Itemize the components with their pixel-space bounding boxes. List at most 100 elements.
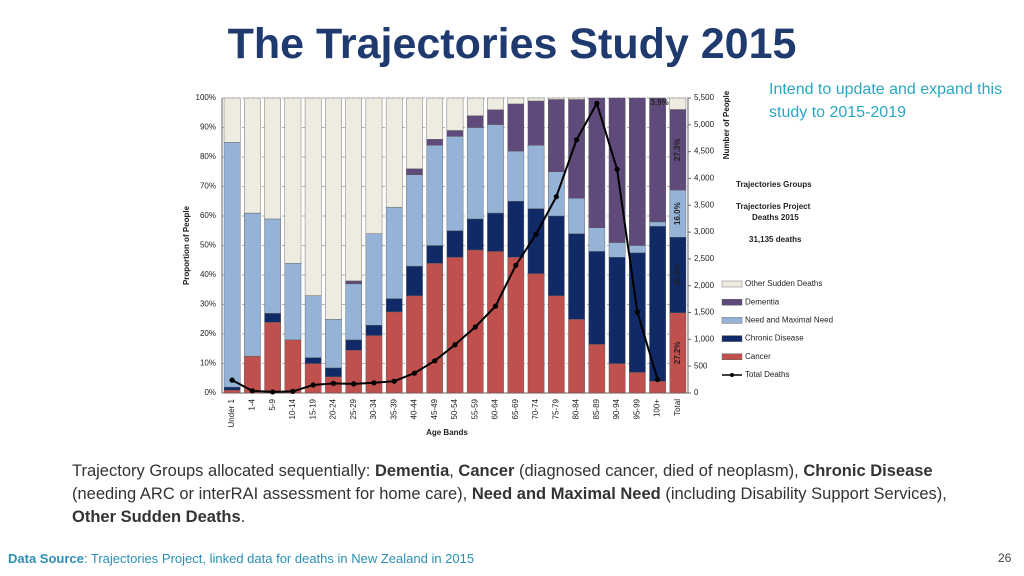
bar <box>365 324 383 336</box>
bar <box>426 139 444 146</box>
line-marker <box>371 380 377 386</box>
legend-swatch <box>721 317 743 324</box>
bar <box>365 233 383 326</box>
text-segment: Need and Maximal Need <box>471 485 661 503</box>
bar <box>223 97 241 143</box>
bar <box>264 322 281 394</box>
y-tick-label: 50% <box>200 241 216 250</box>
bar <box>345 280 363 285</box>
line-marker <box>492 303 499 309</box>
bar <box>588 227 606 252</box>
bar <box>568 198 585 234</box>
text-segment: Other Sudden Deaths <box>72 508 241 526</box>
bar <box>527 273 545 394</box>
bar <box>304 97 322 296</box>
bar <box>385 97 403 208</box>
x-tick-label: 80-84 <box>572 398 581 419</box>
bar <box>466 218 484 251</box>
y2-tick-label: 4,500 <box>694 147 715 156</box>
line-marker <box>533 231 539 237</box>
x-tick-label: 90-94 <box>612 398 621 419</box>
line-marker <box>351 381 357 387</box>
line-marker <box>229 377 235 383</box>
x-axis-label: Age Bands <box>426 428 468 437</box>
x-tick-label: 50-54 <box>450 398 459 419</box>
bar <box>466 97 484 116</box>
bar <box>244 212 261 357</box>
legend-swatch <box>730 373 734 377</box>
bar <box>608 257 626 364</box>
bar <box>345 97 363 282</box>
y-tick-label: 60% <box>200 211 216 220</box>
y2-tick-label: 2,000 <box>694 281 715 290</box>
line-marker <box>553 194 559 200</box>
legend-swatch <box>721 335 743 342</box>
bar <box>345 339 363 351</box>
legend-swatch <box>721 299 743 306</box>
line <box>231 100 659 393</box>
x-tick-label: 30-34 <box>369 398 378 419</box>
bar <box>264 313 281 323</box>
bar <box>426 144 444 246</box>
bar <box>284 97 302 264</box>
line-marker <box>290 388 296 394</box>
bar <box>507 201 525 258</box>
text-segment: Data Source <box>8 551 84 566</box>
line-marker <box>432 358 438 364</box>
legend-title: Trajectories Groups <box>736 180 812 189</box>
bar <box>385 206 403 299</box>
y2-tick-label: 4,000 <box>694 174 715 183</box>
paragraph: Trajectory Groups allocated sequentially… <box>72 460 952 529</box>
bar <box>264 97 281 220</box>
x-tick-label: 95-99 <box>632 398 641 419</box>
bar <box>446 257 464 394</box>
line-marker <box>391 378 397 384</box>
y2-tick-label: 0 <box>694 388 699 397</box>
text-segment: (diagnosed cancer, died of neoplasm), <box>514 462 804 480</box>
y-tick-label: 80% <box>200 152 216 161</box>
legend-label: Chronic Disease <box>745 334 804 343</box>
bar <box>304 363 322 394</box>
text-segment: Trajectory Groups allocated sequentially… <box>72 462 375 480</box>
x-tick-label: 55-59 <box>470 398 479 419</box>
line-marker <box>614 166 620 172</box>
x-tick-label: 15-19 <box>308 398 317 419</box>
line-marker <box>452 342 458 348</box>
bar <box>507 103 525 152</box>
bar <box>527 144 545 209</box>
legend-label: Total Deaths <box>745 370 789 379</box>
x-tick-label: 60-64 <box>491 398 500 419</box>
page-number: 26 <box>998 551 1012 565</box>
bar <box>325 367 342 377</box>
bar <box>649 221 666 227</box>
bar <box>507 150 525 202</box>
y-tick-label: 90% <box>200 123 216 132</box>
x-tick-label: 20-24 <box>329 398 338 419</box>
bar <box>426 245 444 264</box>
line-marker <box>310 382 316 388</box>
bar <box>365 97 383 234</box>
text-segment: Cancer <box>458 462 515 480</box>
line-marker <box>513 262 519 268</box>
bar <box>548 97 565 100</box>
bar <box>669 97 687 110</box>
y2-tick-label: 3,000 <box>694 227 715 236</box>
text-segment: , <box>449 462 459 480</box>
bar <box>568 99 585 199</box>
y-tick-label: 70% <box>200 182 216 191</box>
y-tick-label: 40% <box>200 270 216 279</box>
bar <box>588 97 606 229</box>
bar <box>304 357 322 364</box>
line-marker <box>330 380 337 386</box>
x-tick-label: 40-44 <box>410 398 419 419</box>
line-marker <box>634 309 640 315</box>
x-tick-label: 10-14 <box>288 398 297 419</box>
bar <box>223 142 241 388</box>
annotation: 31,135 deaths <box>749 235 802 244</box>
y-axis-label: Proportion of People <box>182 205 191 285</box>
line-marker <box>411 370 418 376</box>
legend-swatch <box>721 280 743 288</box>
bar <box>629 372 646 394</box>
bar <box>325 319 342 369</box>
